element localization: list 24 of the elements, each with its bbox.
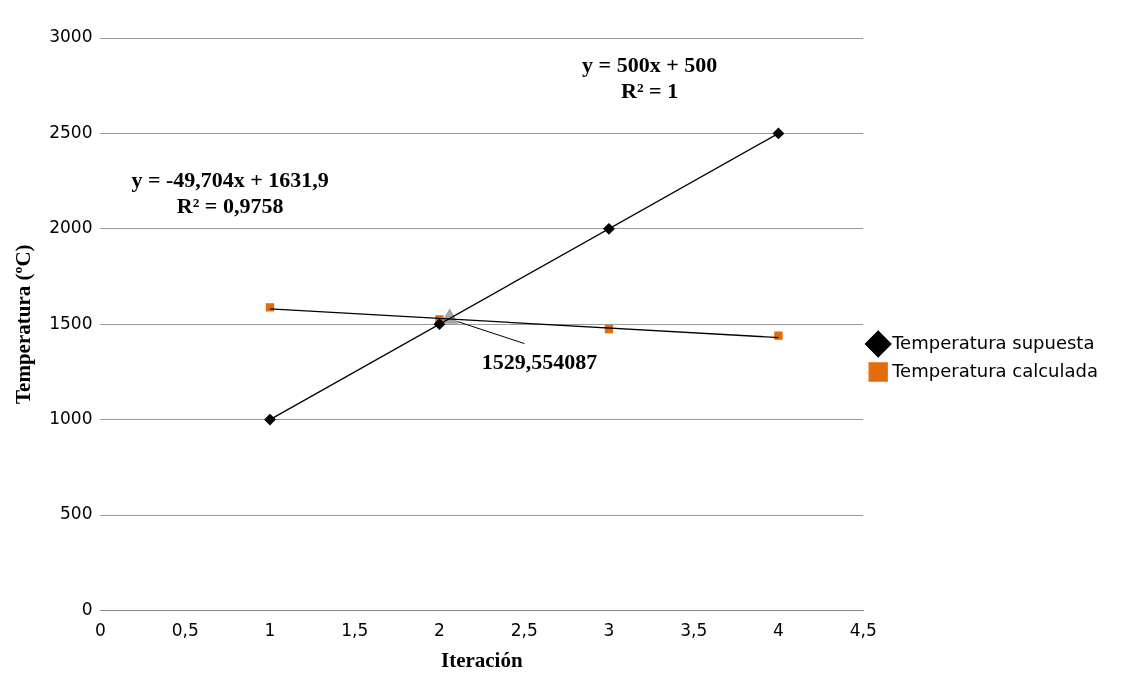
y-tick-label: 500: [60, 503, 93, 524]
x-tick-label: 3,5: [680, 620, 708, 641]
y-tick-label: 3000: [49, 26, 93, 47]
x-tick-label: 4,5: [849, 620, 877, 641]
x-tick-label: 2: [434, 620, 445, 641]
annotation: y = 500x + 500 R² = 1: [582, 52, 718, 104]
x-tick-label: 2,5: [510, 620, 538, 641]
legend-label: Temperatura supuesta: [891, 331, 1095, 353]
y-tick-label: 0: [81, 598, 93, 619]
y-tick-label: 1000: [49, 408, 93, 429]
x-tick-label: 0: [95, 620, 106, 641]
y-axis-title: Temperatura (ºC): [11, 244, 36, 404]
x-tick-label: 1,5: [341, 620, 369, 641]
y-tick-label: 1500: [49, 312, 93, 333]
y-tick-label: 2500: [49, 121, 93, 142]
x-tick-label: 0,5: [171, 620, 199, 641]
annotation: 1529,554087: [481, 349, 598, 375]
legend-label: Temperatura calculada: [891, 359, 1099, 381]
y-tick-label: 2000: [49, 217, 93, 238]
x-tick-label: 4: [773, 620, 784, 641]
x-axis-title: Iteración: [441, 647, 523, 672]
x-tick-label: 1: [264, 620, 276, 641]
x-tick-label: 3: [603, 620, 615, 641]
annotation: y = -49,704x + 1631,9 R² = 0,9758: [131, 166, 329, 218]
